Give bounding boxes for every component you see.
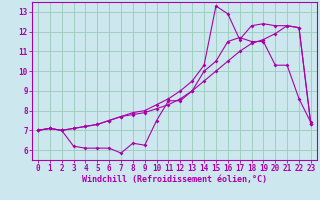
X-axis label: Windchill (Refroidissement éolien,°C): Windchill (Refroidissement éolien,°C) [82,175,267,184]
